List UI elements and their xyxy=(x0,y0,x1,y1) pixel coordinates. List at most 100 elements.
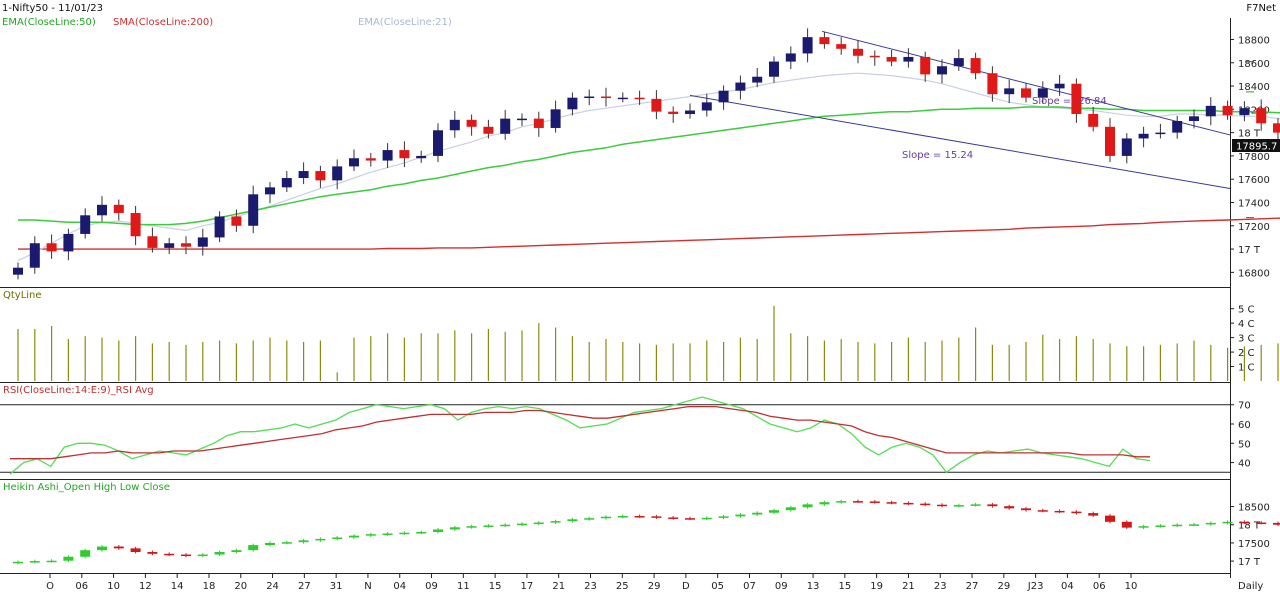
ha-candle-43 xyxy=(735,514,746,517)
price-candle-17 xyxy=(298,171,309,179)
ha-candle-63 xyxy=(1071,511,1082,514)
ha-candle-11 xyxy=(197,554,208,557)
rsi-reference-lines xyxy=(0,404,1230,473)
ha-candle-52 xyxy=(886,502,897,504)
price-candle-8 xyxy=(147,236,158,248)
x-tick-label-29: 27 xyxy=(966,581,979,592)
ha-title: Heikin Ashi_Open High Low Close xyxy=(3,482,170,493)
rsi-y-tick-label-1: 60 xyxy=(1238,420,1251,431)
price-candle-37 xyxy=(634,97,645,100)
ha-candle-66 xyxy=(1121,521,1132,528)
price-candles xyxy=(13,28,1280,280)
x-tick-label-9: 31 xyxy=(330,581,343,592)
price-y-tick-label-4: 18 T xyxy=(1238,129,1261,140)
x-tick-label-14: 15 xyxy=(489,581,502,592)
price-candle-22 xyxy=(382,150,393,161)
price-candle-46 xyxy=(785,53,796,62)
price-candle-33 xyxy=(567,97,578,110)
ha-candle-39 xyxy=(668,517,679,519)
ha-candle-33 xyxy=(567,519,578,522)
price-y-axis: 18800 18600 18400 18200 18 T 17800 17600 17400 1… xyxy=(1230,35,1270,279)
x-tick-label-25: 15 xyxy=(838,581,851,592)
ha-candle-42 xyxy=(718,516,729,518)
price-candle-53 xyxy=(903,56,914,62)
x-tick-label-10: N xyxy=(364,581,371,592)
x-tick-label-22: 07 xyxy=(743,581,756,592)
price-candle-1 xyxy=(29,243,40,268)
x-tick-label-11: 04 xyxy=(393,581,406,592)
rsi-y-tick-label-2: 50 xyxy=(1238,439,1251,450)
price-candle-16 xyxy=(281,178,292,188)
ha-candle-55 xyxy=(937,504,947,507)
price-candle-32 xyxy=(550,109,561,128)
ha-candle-60 xyxy=(1021,508,1031,511)
ha-candle-72 xyxy=(1222,521,1233,524)
ha-candle-21 xyxy=(365,534,376,536)
price-pane: 18800 18600 18400 18200 18 T 17800 17600 17400 1… xyxy=(13,28,1280,279)
price-candle-11 xyxy=(197,237,208,247)
rsi-y-axis: 70 60 50 40 xyxy=(1230,401,1251,470)
price-candle-66 xyxy=(1121,138,1132,156)
price-candle-59 xyxy=(1004,88,1015,95)
ha-candle-59 xyxy=(1004,506,1015,509)
ha-candle-7 xyxy=(130,548,141,552)
price-candle-45 xyxy=(769,61,779,77)
price-y-tick-label-5: 17800 xyxy=(1238,152,1270,163)
price-candle-50 xyxy=(853,48,863,56)
ha-candle-30 xyxy=(517,523,527,526)
price-y-tick-label-7: 17400 xyxy=(1238,198,1270,209)
x-axis: O 06 10 12 14 18 20 24 27 31 N 04 09 11 15 17 21 23 25 29 D 0… xyxy=(46,574,1137,592)
price-indicator-lines xyxy=(17,72,1280,262)
price-candle-52 xyxy=(886,56,897,62)
price-y-tick-label-0: 18800 xyxy=(1238,35,1270,46)
price-candle-2 xyxy=(46,243,57,252)
ha-candle-61 xyxy=(1037,510,1048,512)
ha-candle-45 xyxy=(769,510,779,513)
price-y-tick-label-2: 18400 xyxy=(1238,82,1270,93)
chart-title: 1-Nifty50 - 11/01/23 xyxy=(2,3,103,14)
price-y-tick-label-10: 16800 xyxy=(1238,268,1270,279)
price-candle-7 xyxy=(130,212,141,237)
ha-candle-57 xyxy=(970,504,981,506)
ha-candle-50 xyxy=(853,501,863,503)
rsi-lines xyxy=(9,396,1151,475)
ha-candle-51 xyxy=(869,501,880,503)
x-tick-label-7: 24 xyxy=(266,581,279,592)
qty-bars xyxy=(17,305,1279,381)
ha-candle-22 xyxy=(382,533,393,535)
price-y-tick-label-9: 17 T xyxy=(1238,245,1261,256)
price-candle-74 xyxy=(1256,108,1267,124)
ha-candle-37 xyxy=(634,516,645,518)
price-candle-30 xyxy=(517,118,527,121)
price-candle-55 xyxy=(937,66,947,75)
qty-y-axis: 5 C 4 C 3 C 2 C 1 C xyxy=(1230,305,1255,374)
ha-candle-53 xyxy=(903,502,914,505)
x-tick-label-20: D xyxy=(682,581,690,592)
ha-candle-18 xyxy=(315,538,326,541)
ha-candle-25 xyxy=(433,529,443,532)
price-candle-15 xyxy=(265,187,275,195)
slope-annotation-upper: Slope = -26.84 xyxy=(1032,96,1107,107)
period-label: Daily xyxy=(1238,581,1263,592)
ha-candle-1 xyxy=(29,561,40,563)
ha-candle-23 xyxy=(399,532,410,535)
price-candle-40 xyxy=(685,110,695,114)
price-candle-6 xyxy=(113,204,124,213)
ha-candle-32 xyxy=(550,521,561,523)
ha-candle-5 xyxy=(97,546,107,551)
x-tick-label-21: 05 xyxy=(711,581,724,592)
price-candle-44 xyxy=(752,76,763,83)
price-candle-75 xyxy=(1273,123,1280,133)
price-candle-27 xyxy=(466,119,477,127)
x-tick-label-31: J23 xyxy=(1027,581,1044,592)
ha-candle-73 xyxy=(1239,521,1250,524)
ha-candle-56 xyxy=(953,505,964,507)
qty-y-tick-label-1: 4 C xyxy=(1238,319,1255,330)
ha-candle-38 xyxy=(651,516,662,518)
x-tick-label-33: 06 xyxy=(1093,581,1106,592)
legend-ema21: EMA(CloseLine:21) xyxy=(358,17,452,28)
ha-candle-14 xyxy=(248,545,259,551)
ha-candle-8 xyxy=(147,552,158,554)
ha-candle-64 xyxy=(1088,513,1099,516)
